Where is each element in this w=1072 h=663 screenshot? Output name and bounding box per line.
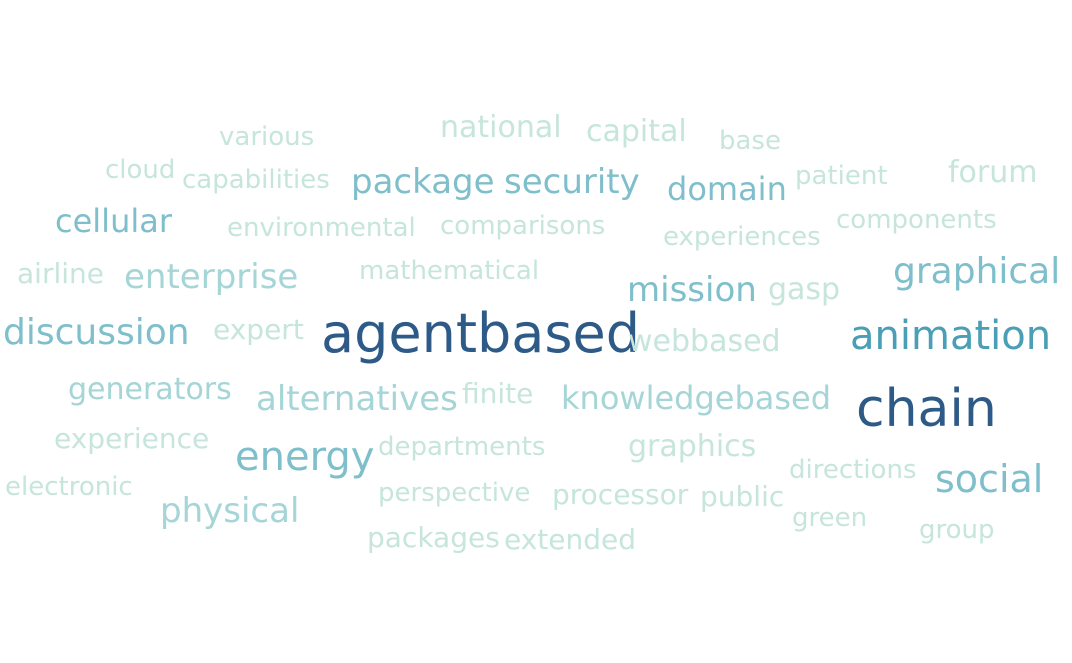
word-generators: generators [68,372,232,407]
word-departments: departments [378,432,546,462]
word-group: group [919,515,995,545]
word-knowledgebased: knowledgebased [561,379,832,417]
word-capabilities: capabilities [182,165,330,195]
word-directions: directions [789,455,917,485]
word-components: components [836,205,997,235]
word-gasp: gasp [768,272,841,307]
word-energy: energy [235,434,375,480]
word-animation: animation [850,313,1052,359]
word-extended: extended [504,523,637,556]
word-experiences: experiences [663,222,821,252]
word-alternatives: alternatives [256,379,458,419]
word-various: various [219,122,315,152]
word-mathematical: mathematical [359,256,540,286]
word-perspective: perspective [378,478,531,508]
word-patient: patient [795,161,888,191]
word-mission: mission [627,270,757,310]
word-security: security [504,162,640,202]
word-social: social [935,457,1044,501]
word-cellular: cellular [55,202,172,240]
word-enterprise: enterprise [124,257,299,297]
word-green: green [792,503,868,533]
word-forum: forum [948,155,1038,190]
word-package: package [351,162,495,202]
word-cloud: cloud [105,155,176,185]
word-public: public [700,480,785,513]
word-webbased: webbased [628,324,781,359]
word-processor: processor [552,478,689,511]
word-packages: packages [367,521,500,554]
word-airline: airline [17,257,104,290]
word-graphics: graphics [628,429,757,464]
word-discussion: discussion [3,312,190,353]
word-finite: finite [462,377,534,410]
word-electronic: electronic [5,472,133,502]
word-agentbased: agentbased [321,302,640,365]
word-experience: experience [54,422,210,455]
word-physical: physical [160,491,300,531]
word-graphical: graphical [893,251,1061,292]
word-comparisons: comparisons [440,211,606,241]
word-chain: chain [856,379,997,439]
word-expert: expert [213,313,304,346]
word-environmental: environmental [227,213,416,243]
word-base: base [719,126,781,156]
word-capital: capital [586,114,687,149]
word-domain: domain [667,170,787,208]
word-national: national [440,110,562,145]
